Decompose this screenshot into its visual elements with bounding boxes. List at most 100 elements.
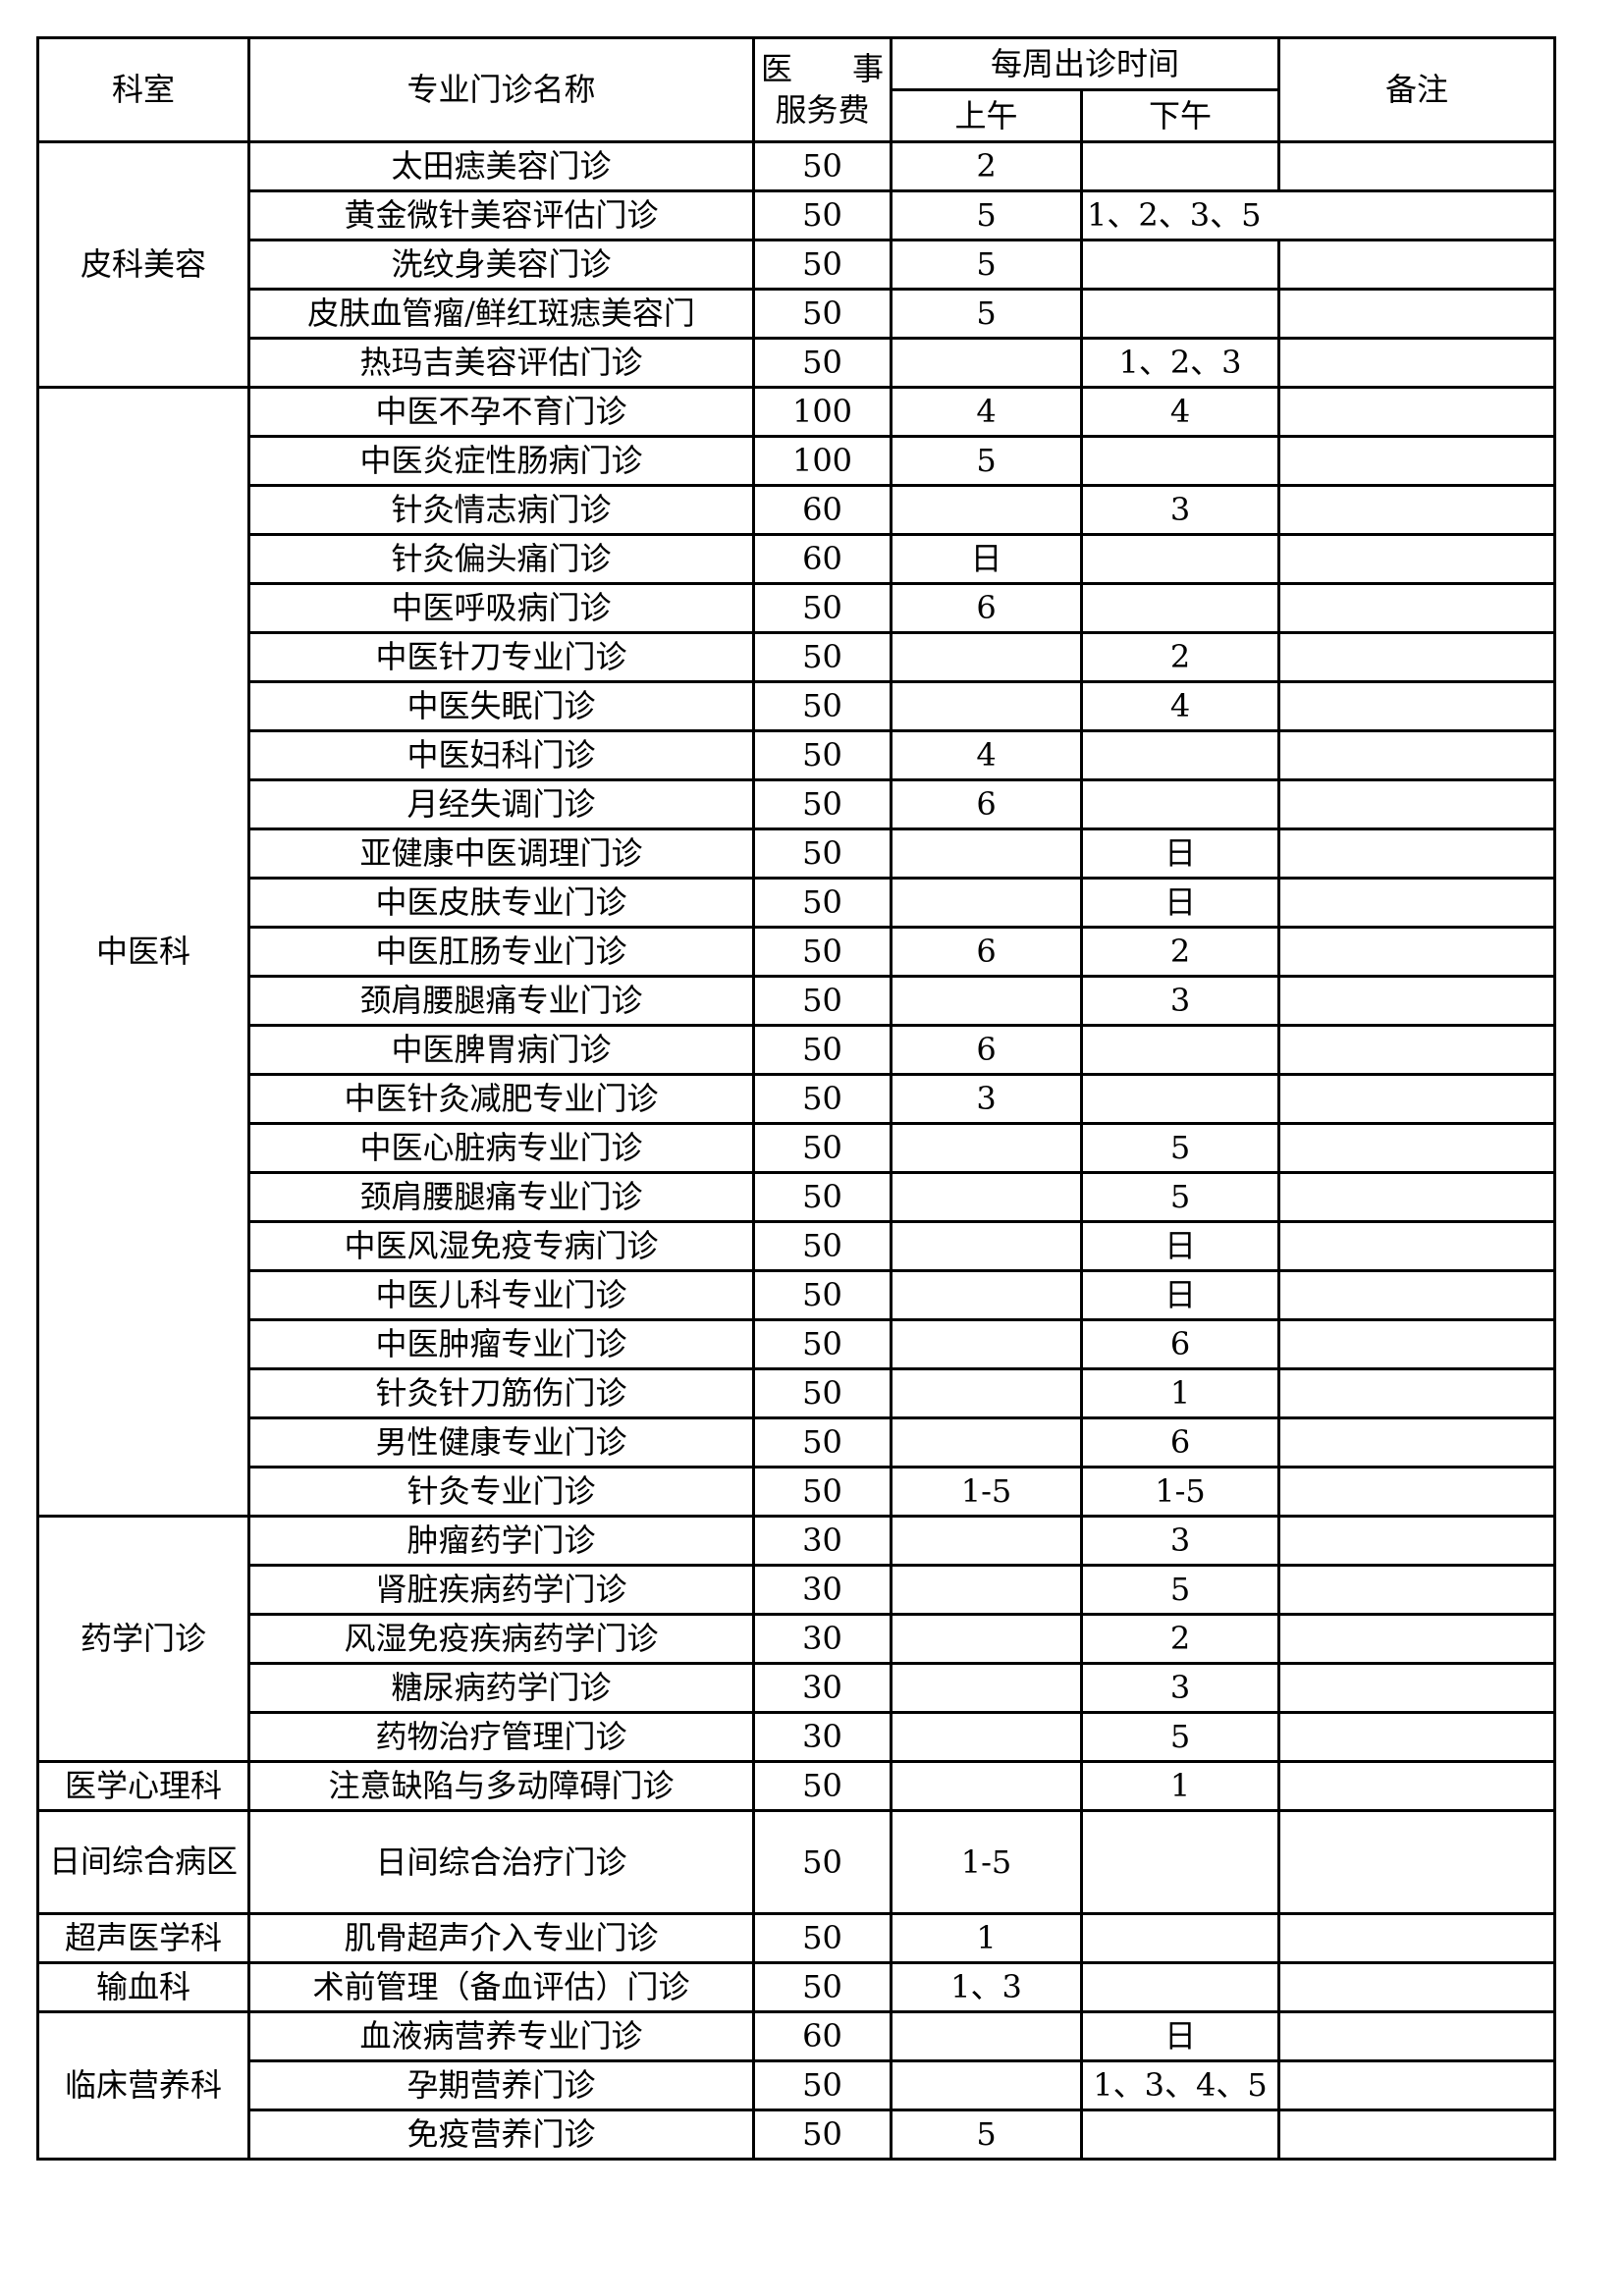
- morning-cell: 6: [890, 1024, 1083, 1076]
- department-cell: 输血科: [36, 1961, 250, 2013]
- remarks-cell: [1277, 1318, 1557, 1370]
- afternoon-cell: 日: [1079, 2010, 1281, 2062]
- service-fee-cell: 60: [752, 484, 893, 536]
- morning-cell: [890, 1318, 1083, 1370]
- clinic-name-cell: 中医不孕不育门诊: [247, 386, 755, 438]
- clinic-name-cell: 孕期营养门诊: [247, 2059, 755, 2111]
- clinic-name-cell: 中医妇科门诊: [247, 729, 755, 781]
- service-fee-cell: 30: [752, 1515, 893, 1567]
- table-row: 日间综合病区 日间综合治疗门诊 50 1-5: [36, 1809, 1557, 1915]
- service-fee-cell: 60: [752, 533, 893, 585]
- afternoon-cell: 2: [1079, 926, 1281, 978]
- clinic-name-cell: 月经失调门诊: [247, 778, 755, 830]
- header-afternoon: 下午: [1079, 88, 1281, 143]
- morning-cell: [890, 1711, 1083, 1763]
- table-row: 洗纹身美容门诊 50 5: [38, 239, 1557, 291]
- service-fee-cell: 50: [752, 1220, 893, 1272]
- morning-cell: [890, 680, 1083, 732]
- service-fee-cell: 50: [752, 239, 893, 291]
- clinic-name-cell: 颈肩腰腿痛专业门诊: [247, 975, 755, 1027]
- department-cell: 超声医学科: [36, 1912, 250, 1964]
- clinic-name-cell: 中医儿科专业门诊: [247, 1269, 755, 1321]
- clinic-name-cell: 术前管理（备血评估）门诊: [247, 1961, 755, 2013]
- afternoon-cell: [1079, 435, 1281, 487]
- morning-cell: 1、3: [890, 1961, 1083, 2013]
- table-row: 免疫营养门诊 50 5: [38, 2109, 1557, 2161]
- remarks-cell: [1277, 337, 1557, 389]
- header-morning: 上午: [890, 88, 1083, 143]
- afternoon-cell: [1079, 729, 1281, 781]
- clinic-name-cell: 中医针刀专业门诊: [247, 631, 755, 683]
- remarks-cell: [1277, 680, 1557, 732]
- service-fee-cell: 50: [752, 2109, 893, 2161]
- table-row: 中医科 中医不孕不育门诊 100 4 4: [36, 386, 1557, 1518]
- service-fee-cell: 50: [752, 288, 893, 340]
- morning-cell: [890, 484, 1083, 536]
- afternoon-cell: 3: [1079, 975, 1281, 1027]
- table-row: 中医风湿免疫专病门诊 50 日: [38, 1220, 1557, 1272]
- table-row: 中医脾胃病门诊 50 6: [38, 1024, 1557, 1076]
- table-row: 孕期营养门诊 50 1、3、4、5: [38, 2059, 1557, 2111]
- table-body: 皮科美容 太田痣美容门诊 50 2 黄金微针美容评估门诊 50 5 1、2、3、5 洗纹身美容门…: [36, 140, 1557, 2161]
- header-weekly-schedule: 每周出诊时间: [889, 36, 1281, 91]
- table-row: 男性健康专业门诊 50 6: [38, 1416, 1557, 1468]
- morning-cell: [890, 337, 1083, 389]
- clinic-name-cell: 日间综合治疗门诊: [247, 1809, 755, 1915]
- clinic-name-cell: 针灸专业门诊: [247, 1466, 755, 1518]
- remarks-cell: [1277, 926, 1557, 978]
- morning-cell: [890, 975, 1083, 1027]
- service-fee-cell: 50: [752, 1809, 893, 1915]
- afternoon-cell: [1079, 1809, 1281, 1915]
- table-row: 中医肿瘤专业门诊 50 6: [38, 1318, 1557, 1370]
- morning-cell: 4: [890, 729, 1083, 781]
- morning-cell: [890, 828, 1083, 880]
- clinic-name-cell: 肾脏疾病药学门诊: [247, 1564, 755, 1616]
- morning-cell: [890, 631, 1083, 683]
- service-fee-cell: 50: [752, 1269, 893, 1321]
- clinic-name-cell: 颈肩腰腿痛专业门诊: [247, 1171, 755, 1223]
- morning-cell: 4: [890, 386, 1083, 438]
- clinic-name-cell: 针灸针刀筋伤门诊: [247, 1367, 755, 1419]
- clinic-name-cell: 中医呼吸病门诊: [247, 582, 755, 634]
- afternoon-cell: 5: [1079, 1171, 1281, 1223]
- header-department: 科室: [36, 36, 250, 143]
- table-row: 药物治疗管理门诊 30 5: [38, 1711, 1557, 1763]
- morning-cell: 2: [890, 140, 1083, 192]
- afternoon-cell: 日: [1079, 1269, 1281, 1321]
- clinic-name-cell: 针灸偏头痛门诊: [247, 533, 755, 585]
- afternoon-cell: 日: [1079, 828, 1281, 880]
- header-clinic-name: 专业门诊名称: [247, 36, 755, 143]
- afternoon-cell: [1079, 582, 1281, 634]
- remarks-cell: [1277, 1466, 1557, 1518]
- remarks-cell: [1277, 1220, 1557, 1272]
- department-cell: 临床营养科: [36, 2010, 250, 2161]
- clinic-name-cell: 男性健康专业门诊: [247, 1416, 755, 1468]
- afternoon-cell: 3: [1079, 1662, 1281, 1714]
- service-fee-cell: 30: [752, 1711, 893, 1763]
- morning-cell: 1: [890, 1912, 1083, 1964]
- afternoon-cell: [1079, 288, 1281, 340]
- table-row: 中医呼吸病门诊 50 6: [38, 582, 1557, 634]
- afternoon-cell: 日: [1079, 1220, 1281, 1272]
- clinic-name-cell: 中医心脏病专业门诊: [247, 1122, 755, 1174]
- remarks-cell: [1277, 631, 1557, 683]
- table-row: 中医儿科专业门诊 50 日: [38, 1269, 1557, 1321]
- table-row: 颈肩腰腿痛专业门诊 50 5: [38, 1171, 1557, 1223]
- service-fee-cell: 50: [752, 1912, 893, 1964]
- department-cell: 药学门诊: [36, 1515, 250, 1763]
- remarks-cell: [1277, 1961, 1557, 2013]
- remarks-cell: [1277, 2109, 1557, 2161]
- remarks-cell: [1277, 1760, 1557, 1812]
- clinic-name-cell: 亚健康中医调理门诊: [247, 828, 755, 880]
- table-row: 针灸专业门诊 50 1-5 1-5: [38, 1466, 1557, 1518]
- afternoon-cell: 5: [1079, 1122, 1281, 1174]
- table-row: 风湿免疫疾病药学门诊 30 2: [38, 1613, 1557, 1665]
- service-fee-cell: 50: [752, 631, 893, 683]
- header-remarks: 备注: [1277, 36, 1557, 143]
- remarks-cell: [1277, 2010, 1557, 2062]
- afternoon-cell: [1079, 533, 1281, 585]
- afternoon-cell: [1079, 239, 1281, 291]
- remarks-cell: [1277, 582, 1557, 634]
- afternoon-cell: 4: [1079, 386, 1281, 438]
- remarks-cell: [1277, 1416, 1557, 1468]
